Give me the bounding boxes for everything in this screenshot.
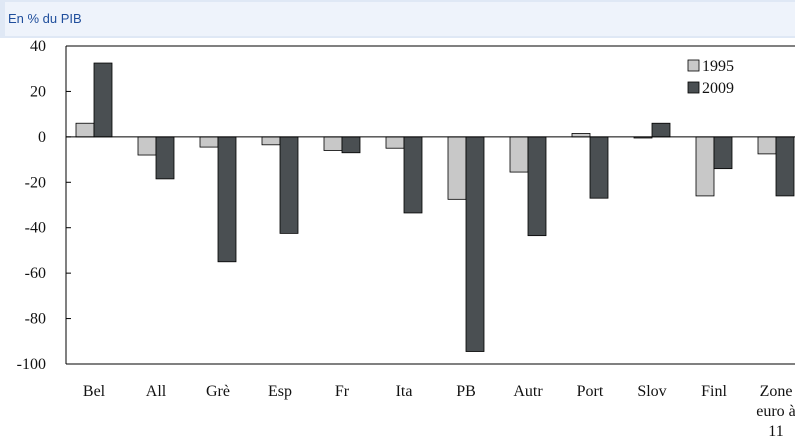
y-tick-label: -20 [25,174,46,191]
chart-subtitle: En % du PIB [5,2,795,36]
bar-2009 [713,136,733,170]
bar-1995 [323,136,343,151]
x-tick-label: Bel [83,383,106,400]
y-tick-label: 40 [30,38,46,55]
bar-1995 [261,136,281,146]
x-tick-label: Ita [396,383,413,400]
bar-1995 [509,136,529,173]
bar-2009 [403,136,423,214]
x-tick-label: Finl [701,383,727,400]
bar-1995 [385,136,405,149]
bar-2009 [279,136,299,234]
bar-1995 [757,136,777,155]
x-tick-label: Grè [206,383,230,400]
bar-2009 [775,136,795,197]
bar-2009 [155,136,175,180]
y-tick-label: -80 [25,311,46,328]
bar-2009 [465,136,485,352]
x-tick-label: Port [577,383,604,400]
bar-2009 [217,136,237,263]
x-tick-label: Esp [268,383,292,400]
bar-2009 [341,136,361,154]
x-tick-label: Zone euro à 11 [756,383,795,440]
bar-1995 [75,122,95,138]
bar-1995 [447,136,467,200]
bar-1995 [199,136,219,148]
bar-2009 [527,136,547,237]
bar-2009 [589,136,609,199]
x-tick-label: All [146,383,167,400]
bar-chart: 40 20 0 -20 -40 -60 -80 -100 Bel All Grè Esp Fr Ita PB… [17,38,795,440]
x-tick-label: PB [456,383,476,400]
legend-label-1995: 1995 [702,58,734,75]
y-tick-label: 20 [30,83,46,100]
legend-swatch-2009 [687,81,700,94]
x-tick-label: Slov [637,383,666,400]
bar-1995 [137,136,157,156]
bar-1995 [695,136,715,197]
y-tick-label: -60 [25,265,46,282]
bar-2009 [93,62,113,138]
x-tick-label: Autr [513,383,543,400]
bar-2009 [651,122,671,138]
chart-area: 40 20 0 -20 -40 -60 -80 -100 Bel All Grè Esp Fr Ita PB… [0,38,795,441]
bar-1995 [571,133,591,138]
y-tick-label: -100 [17,356,46,373]
y-tick-label: -40 [25,220,46,237]
y-tick-label: 0 [38,129,46,146]
legend-swatch-1995 [687,59,700,72]
legend-label-2009: 2009 [702,80,734,97]
x-tick-label: Fr [335,383,350,400]
